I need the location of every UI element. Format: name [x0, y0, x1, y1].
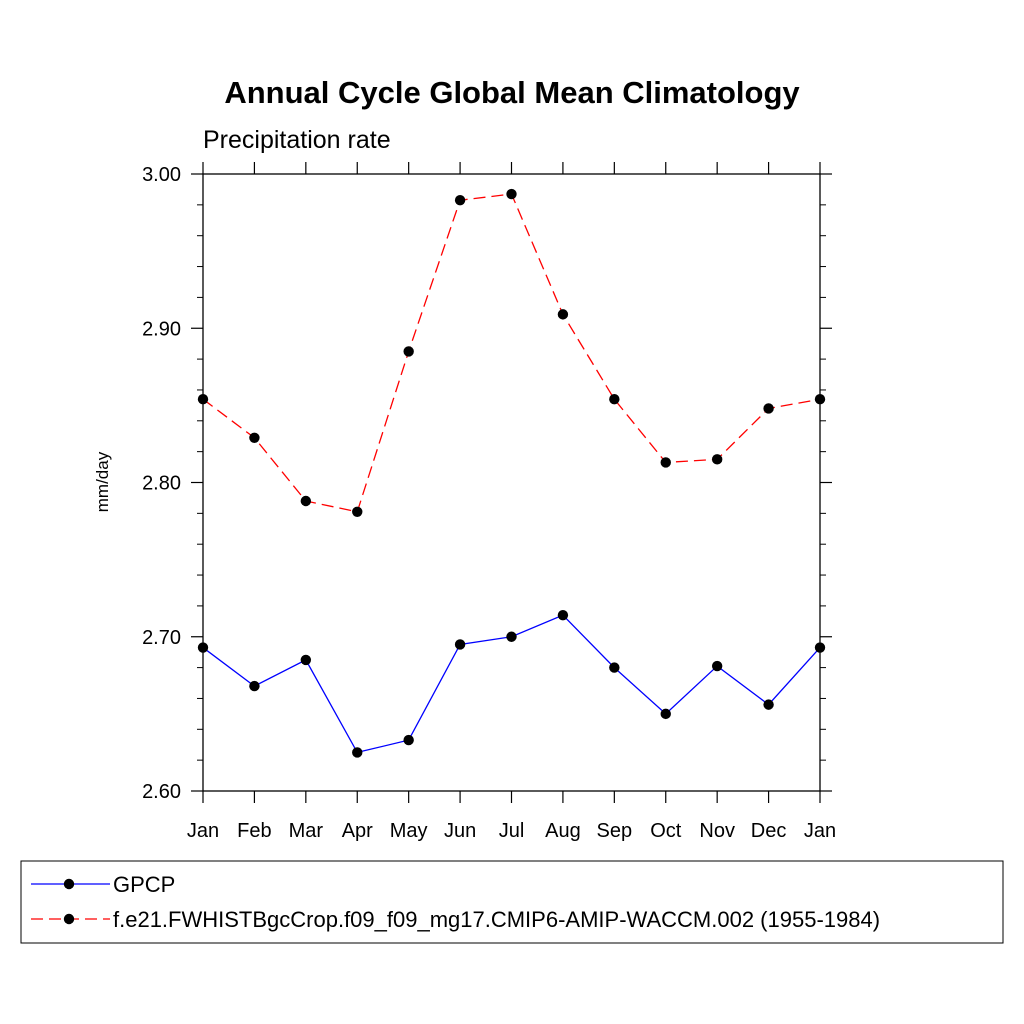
y-tick-label: 3.00: [142, 164, 181, 186]
series-point: [711, 454, 723, 465]
series-point: [609, 662, 620, 673]
series-point: [609, 394, 620, 405]
series-point: [557, 609, 569, 621]
legend-box: [20, 860, 1004, 944]
series-layer: [197, 188, 826, 758]
series-point: [249, 680, 260, 692]
legend-label: f.e21.FWHISTBgcCrop.f09_f09_mg17.CMIP6-A…: [113, 907, 880, 932]
series-point: [557, 309, 569, 320]
series-line: [202, 193, 821, 513]
x-tick-label: Aug: [545, 820, 581, 842]
x-tick-label: Mar: [289, 820, 324, 842]
series-point: [403, 734, 414, 746]
series-point: [506, 631, 517, 642]
series-point: [352, 747, 363, 758]
x-tick-label: Jan: [804, 820, 836, 842]
series-point: [352, 506, 363, 518]
series-point: [197, 394, 209, 405]
x-tick-label: Feb: [237, 820, 271, 842]
series-point: [197, 642, 209, 653]
series-point: [249, 432, 260, 443]
series-point: [506, 188, 517, 200]
series-point: [763, 699, 774, 710]
series-point: [814, 394, 826, 405]
x-tick-label: Jun: [444, 820, 476, 842]
series-point: [814, 642, 826, 653]
series-point: [403, 346, 414, 357]
series-point: [711, 660, 723, 672]
legend: GPCP f.e21.FWHISTBgcCrop.f09_f09_mg17.CMI…: [31, 872, 880, 932]
x-tick-label: Dec: [751, 820, 787, 842]
y-axis-label: mm/day: [93, 451, 112, 512]
x-tick-label: May: [390, 820, 428, 842]
y-tick-label: 2.60: [142, 781, 181, 803]
series-point: [660, 708, 671, 720]
x-axis: Jan Feb Mar Apr May Jun Jul Aug Sep Oct Nov Dec Jan: [187, 162, 836, 842]
chart-title: Annual Cycle Global Mean Climatology: [224, 75, 800, 110]
y-tick-label: 2.90: [142, 318, 181, 340]
legend-marker: [63, 913, 75, 925]
x-tick-label: Jul: [499, 820, 525, 842]
x-tick-label: Nov: [699, 820, 735, 842]
x-tick-label: Apr: [342, 820, 373, 842]
y-axis: 2.60 2.70 2.80 2.90 3.00: [142, 164, 832, 803]
legend-marker: [63, 878, 75, 890]
x-tick-label: Jan: [187, 820, 219, 842]
series-point: [660, 457, 671, 468]
series-point: [454, 195, 466, 206]
y-tick-label: 2.70: [142, 627, 181, 649]
plot-frame: [202, 173, 821, 792]
series-point: [300, 654, 312, 666]
legend-label: GPCP: [113, 872, 175, 897]
y-tick-label: 2.80: [142, 473, 181, 495]
x-tick-label: Oct: [650, 820, 682, 842]
x-tick-label: Sep: [597, 820, 633, 842]
series-point: [454, 639, 466, 650]
series-point: [763, 403, 774, 414]
chart-subtitle: Precipitation rate: [203, 126, 391, 154]
series-point: [300, 495, 312, 507]
